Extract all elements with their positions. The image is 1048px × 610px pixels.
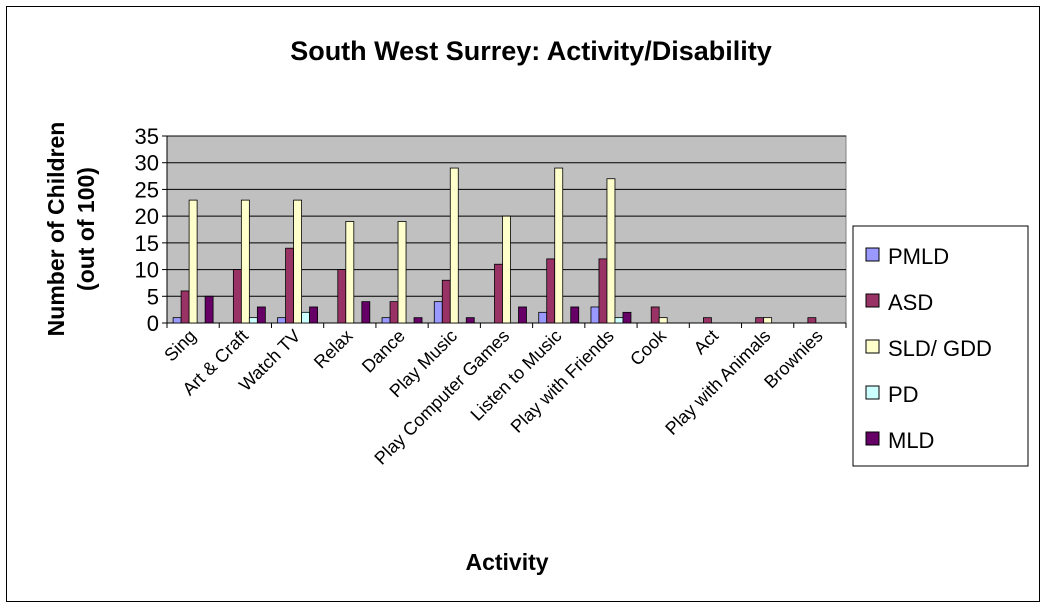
bar-sld-gdd-6 <box>502 215 511 324</box>
legend-swatch-2 <box>865 339 880 354</box>
bar-mld-8 <box>622 311 632 324</box>
y-tick-label: 25 <box>135 177 159 202</box>
legend: PMLD ASD SLD/ GDD PD MLD <box>852 225 1029 467</box>
x-category-label: Sing <box>160 326 200 366</box>
legend-label-3: PD <box>888 382 919 407</box>
y-tick-label: 10 <box>135 258 159 283</box>
bar-asd-1 <box>232 269 242 324</box>
y-tick-label: 5 <box>147 284 159 309</box>
bar-sld-gdd-9 <box>658 317 668 324</box>
bar-sld-gdd-7 <box>554 167 564 324</box>
legend-swatch-4 <box>865 431 880 446</box>
chart: South West Surrey: Activity/Disability 0… <box>43 36 1029 575</box>
x-category-label: Dance <box>358 326 409 377</box>
y-axis-title-line-2: (out of 100) <box>73 167 99 291</box>
bar-mld-7 <box>570 306 580 324</box>
y-tick-label: 15 <box>135 231 159 256</box>
bar-pmld-2 <box>277 317 286 324</box>
bar-mld-6 <box>518 306 527 324</box>
bar-asd-4 <box>389 301 399 324</box>
legend-swatch-1 <box>865 293 880 308</box>
bar-asd-11 <box>755 317 765 324</box>
legend-swatch-3 <box>865 385 880 400</box>
bar-asd-8 <box>598 258 608 324</box>
bar-asd-12 <box>807 317 817 324</box>
bar-asd-0 <box>180 290 190 324</box>
y-tick-label: 20 <box>135 204 159 229</box>
x-category-label: Cook <box>626 325 671 370</box>
chart-title: South West Surrey: Activity/Disability <box>290 36 772 66</box>
bar-pmld-4 <box>381 317 391 324</box>
bar-asd-2 <box>285 247 294 324</box>
bar-mld-0 <box>204 295 214 324</box>
bar-pd-1 <box>248 317 258 324</box>
bar-mld-1 <box>256 306 266 324</box>
bar-mld-2 <box>309 306 318 324</box>
x-category-label: Relax <box>310 326 357 373</box>
bar-sld-gdd-11 <box>763 317 773 324</box>
bar-asd-5 <box>441 279 451 324</box>
bar-sld-gdd-4 <box>397 221 407 324</box>
bar-sld-gdd-3 <box>345 221 355 324</box>
bar-pmld-7 <box>538 311 548 324</box>
bar-asd-9 <box>650 306 660 324</box>
bar-mld-4 <box>413 317 423 324</box>
legend-swatch-0 <box>865 247 880 262</box>
bar-mld-5 <box>465 317 475 324</box>
bar-sld-gdd-0 <box>188 199 198 324</box>
bar-sld-gdd-1 <box>240 199 250 324</box>
x-category-label: Listen to Music <box>467 326 566 425</box>
chart-frame: South West Surrey: Activity/Disability 0… <box>6 6 1040 602</box>
legend-label-1: ASD <box>888 290 933 315</box>
legend-label-4: MLD <box>888 428 934 453</box>
bar-asd-7 <box>546 258 556 324</box>
y-tick-label: 0 <box>147 311 159 336</box>
bar-pmld-8 <box>590 306 600 324</box>
legend-label-2: SLD/ GDD <box>888 336 992 361</box>
bar-asd-10 <box>703 317 712 324</box>
y-tick-label: 35 <box>135 124 159 149</box>
bar-pmld-0 <box>172 317 182 324</box>
legend-box <box>852 225 1029 467</box>
legend-label-0: PMLD <box>888 244 949 269</box>
bar-sld-gdd-5 <box>449 167 459 324</box>
bar-pmld-5 <box>433 301 443 324</box>
bar-pd-2 <box>301 311 310 324</box>
bar-sld-gdd-8 <box>606 178 616 324</box>
bar-sld-gdd-2 <box>293 199 302 324</box>
bar-asd-3 <box>337 269 347 324</box>
x-category-label: Act <box>690 326 723 359</box>
y-axis-title-line-1: Number of Children <box>43 122 69 337</box>
bar-asd-6 <box>494 263 503 324</box>
bar-mld-3 <box>361 301 371 324</box>
bar-pd-8 <box>614 317 624 324</box>
y-tick-label: 30 <box>135 151 159 176</box>
x-axis-title: Activity <box>465 549 548 575</box>
